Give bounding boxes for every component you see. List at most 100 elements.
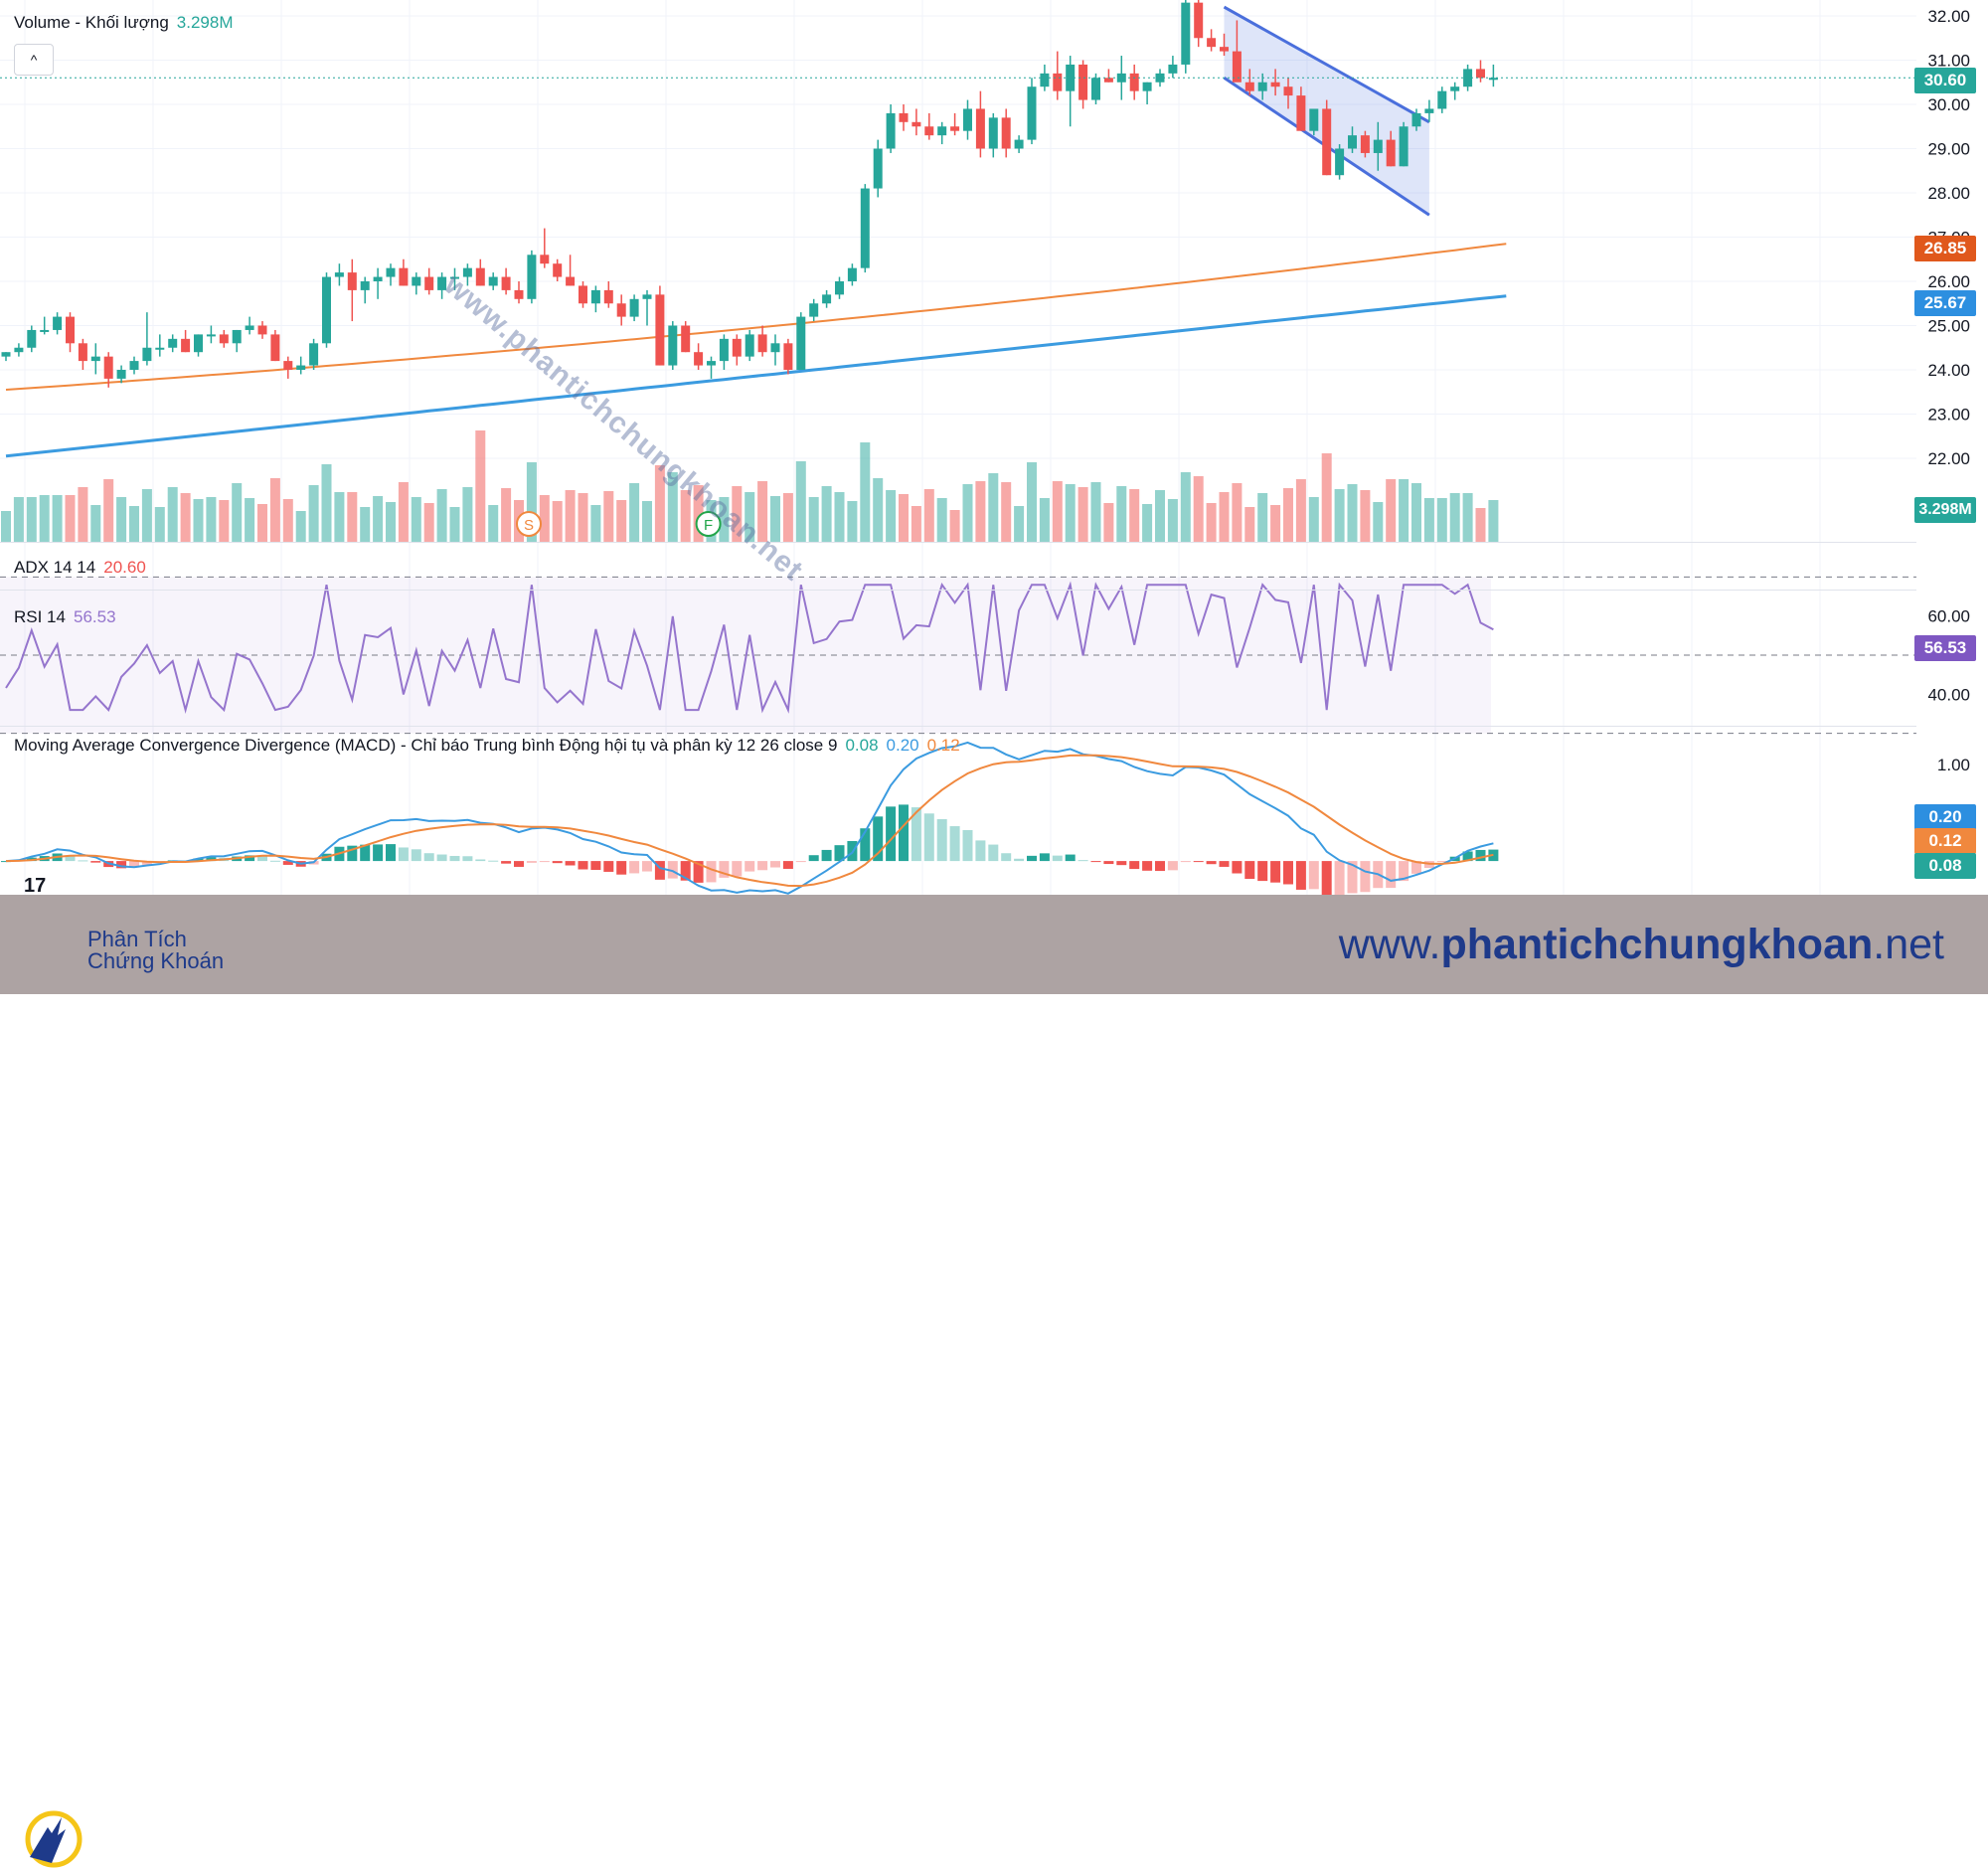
volume-bar — [1129, 489, 1140, 542]
candle-body — [975, 108, 985, 149]
macd-histogram-bar — [1219, 861, 1230, 867]
candle-body — [270, 334, 280, 362]
volume-bar — [269, 478, 280, 542]
candle-body — [540, 255, 550, 264]
brand-line-1: Phân Tích — [87, 927, 187, 951]
macd-histogram-bar — [1411, 861, 1421, 874]
volume-bar — [1244, 507, 1255, 542]
volume-label: Volume - Khối lượng — [14, 13, 169, 32]
macd-histogram-bar — [1334, 861, 1345, 897]
candle-body — [1, 352, 11, 357]
candle-body — [90, 356, 100, 362]
volume-value: 3.298M — [176, 13, 234, 32]
volume-bar — [26, 497, 37, 542]
volume-bar — [386, 502, 396, 542]
macd-histogram-bar — [590, 861, 601, 870]
candle-body — [911, 121, 921, 127]
volume-bar — [1232, 483, 1242, 542]
collapse-button[interactable]: ^ — [14, 44, 54, 76]
macd-histogram-bar — [923, 813, 934, 862]
macd-histogram-bar — [462, 856, 473, 862]
candle-body — [873, 148, 883, 189]
macd-histogram-bar — [552, 861, 563, 864]
volume-bar — [462, 487, 473, 542]
macd-histogram-bar — [269, 860, 280, 862]
macd-histogram-bar — [257, 856, 267, 862]
macd-histogram-bar — [603, 861, 614, 872]
macd-histogram-bar — [719, 861, 730, 878]
volume-bar — [154, 507, 165, 542]
volume-bar — [180, 493, 191, 542]
macd-histogram-bar — [616, 861, 627, 875]
price-tick-label: 28.00 — [1927, 184, 1970, 203]
volume-bar — [1347, 484, 1358, 542]
candle-body — [257, 325, 267, 335]
volume-bar — [1308, 497, 1319, 542]
candle-body — [347, 272, 357, 290]
volume-bar — [642, 501, 652, 542]
macd-histogram-bar — [1436, 861, 1447, 863]
macd-histogram-bar — [141, 861, 152, 865]
candle-body — [514, 289, 524, 299]
candle-body — [53, 316, 63, 330]
candle-body — [1103, 78, 1113, 83]
volume-bar — [39, 495, 50, 542]
macd-histogram-bar — [873, 816, 884, 862]
volume-bar — [1449, 493, 1460, 542]
volume-bar — [732, 486, 743, 542]
candle-body — [1386, 139, 1396, 167]
candle-body — [681, 325, 691, 353]
volume-bar — [886, 490, 897, 542]
macd-histogram-bar — [821, 849, 832, 862]
macd-label: Moving Average Convergence Divergence (M… — [14, 736, 838, 755]
volume-bar — [603, 491, 614, 542]
macd-histogram-bar — [116, 861, 127, 869]
candle-body — [1488, 78, 1498, 81]
candle-body — [103, 356, 113, 379]
volume-bar — [782, 493, 793, 542]
volume-bar — [1116, 486, 1127, 542]
candle-body — [1027, 86, 1037, 140]
macd-legend: Moving Average Convergence Divergence (M… — [14, 736, 960, 756]
macd-histogram-bar — [899, 804, 909, 862]
volume-bar — [590, 505, 601, 542]
macd-histogram-bar — [449, 855, 460, 862]
macd-histogram-bar — [1052, 855, 1063, 862]
macd-histogram-bar — [578, 861, 588, 870]
macd-histogram-bar — [1475, 849, 1486, 862]
candle-body — [1168, 64, 1178, 74]
macd-histogram-bar — [808, 855, 819, 862]
macd-histogram-bar — [1244, 861, 1255, 880]
pane-divider — [0, 726, 1916, 727]
candle-body — [1181, 2, 1191, 65]
volume-bar — [141, 489, 152, 542]
volume-bar — [52, 495, 63, 542]
candle-body — [757, 334, 767, 353]
volume-bar — [745, 492, 755, 542]
macd-histogram-bar — [975, 840, 986, 862]
macd-histogram-bar — [129, 861, 139, 868]
macd-histogram-bar — [1155, 861, 1165, 872]
volume-bar — [834, 492, 845, 542]
macd-histogram-bar — [1167, 861, 1178, 871]
candle-body — [14, 347, 24, 353]
macd-histogram-bar — [732, 861, 743, 877]
volume-bar — [1295, 479, 1306, 542]
volume-bar — [334, 492, 345, 542]
macd-histogram-bar — [667, 861, 678, 879]
price-tick-label: 30.00 — [1927, 95, 1970, 114]
macd-histogram-bar — [1232, 861, 1242, 874]
candle-body — [988, 117, 998, 149]
price-tick-label: 29.00 — [1927, 140, 1970, 159]
tradingview-logo-icon: 17 — [24, 875, 47, 897]
candle-body — [847, 267, 857, 281]
footer-url[interactable]: www.phantichchungkhoan.net — [1339, 921, 1944, 968]
candle-body — [1322, 108, 1332, 176]
trend-channel-upper — [1223, 5, 1430, 124]
event-marker-label: F — [704, 517, 713, 534]
macd-histogram-bar — [1193, 861, 1204, 863]
macd-value-3: 0.12 — [926, 736, 960, 755]
macd-histogram-bar — [1039, 853, 1050, 862]
chart-canvas[interactable]: 32.0031.0030.0029.0028.0027.0026.0025.00… — [0, 0, 1988, 994]
rsi-tick-label: 40.00 — [1927, 685, 1970, 704]
